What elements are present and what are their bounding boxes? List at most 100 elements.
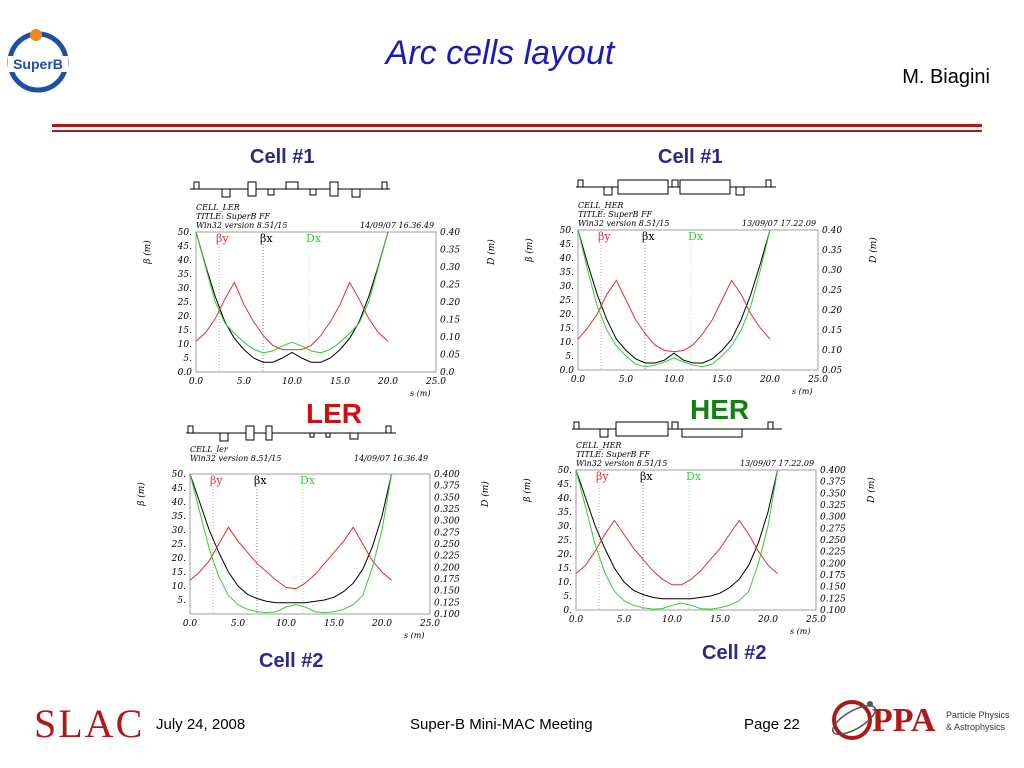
her-cell2-lattice <box>572 421 782 438</box>
x-axis-label: s (m) <box>410 389 430 398</box>
series-line-beta-x <box>189 473 393 604</box>
y2-tick-label: 0.30 <box>440 263 460 273</box>
y2-tick-label: 0.100 <box>820 606 846 616</box>
y-tick-label: 40. <box>177 256 192 266</box>
slide-title: Arc cells layout <box>385 34 615 72</box>
y-tick-label: 50. <box>558 466 572 476</box>
y2-tick-label: 0.35 <box>822 246 842 256</box>
y2-tick-label: 0.250 <box>434 540 460 550</box>
y2-axis-label: D (m) <box>866 477 877 504</box>
y-tick-label: 35. <box>172 512 186 522</box>
series-line-beta-x <box>575 469 779 600</box>
legend-item: βx <box>642 230 655 243</box>
y-tick-label: 35. <box>178 270 192 280</box>
y-tick-label: 20. <box>557 550 572 560</box>
y-tick-label: 15. <box>172 568 186 578</box>
y-tick-label: 10. <box>558 578 572 588</box>
y2-tick-label: 0.400 <box>434 470 460 480</box>
x-tick-label: 20.0 <box>377 377 398 387</box>
y-tick-label: 20. <box>559 310 574 320</box>
series-line-beta-y <box>195 281 389 351</box>
y2-axis-label: D (m) <box>486 239 497 266</box>
footer-page: Page 22 <box>744 716 800 733</box>
y2-tick-label: 0.125 <box>820 594 846 604</box>
chart-header-line: TITLE: SuperB FF <box>578 210 653 219</box>
chart-header-line: Win32 version 8.51/15 <box>578 219 669 228</box>
y-tick-label: 35. <box>558 508 572 518</box>
y2-tick-label: 0.300 <box>434 517 460 527</box>
y-tick-label: 0. <box>563 606 572 616</box>
footer-date: July 24, 2008 <box>156 716 246 733</box>
x-tick-label: 5.0 <box>619 375 634 385</box>
y2-tick-label: 0.275 <box>820 524 846 534</box>
y-tick-label: 30. <box>178 284 192 294</box>
x-tick-label: 5.0 <box>617 615 632 625</box>
y2-tick-label: 0.275 <box>434 528 460 538</box>
x-tick-label: 0.0 <box>183 619 198 629</box>
y-tick-label: 5. <box>563 592 572 602</box>
ler-cell2-title: Cell #2 <box>259 650 324 672</box>
y-tick-label: 35. <box>560 268 574 278</box>
ler-label: LER <box>306 398 362 429</box>
legend-item: βx <box>640 470 653 483</box>
x-tick-label: 0.0 <box>569 615 584 625</box>
y-tick-label: 25. <box>559 296 574 306</box>
x-tick-label: 15.0 <box>324 619 344 629</box>
y2-tick-label: 0.250 <box>820 536 846 546</box>
legend-item: βy <box>598 230 611 243</box>
y-tick-label: 25. <box>171 540 186 550</box>
y-tick-label: 5. <box>177 596 186 606</box>
series-line-dispersion <box>195 231 389 354</box>
y2-tick-label: 0.05 <box>440 351 460 361</box>
y-tick-label: 40. <box>557 494 572 504</box>
plot-frame <box>575 469 817 611</box>
y2-tick-label: 0.100 <box>434 610 460 620</box>
chart-header-line: CELL_ler <box>190 445 229 454</box>
plot-frame <box>189 473 431 615</box>
ler-cell1-title: Cell #1 <box>250 146 315 168</box>
y-tick-label: 50. <box>172 470 186 480</box>
legend-item: βy <box>210 474 223 487</box>
ppa-text: PPA <box>872 702 936 739</box>
y-tick-label: 25. <box>177 298 192 308</box>
series-line-dispersion <box>189 473 393 614</box>
x-tick-label: 5.0 <box>237 377 252 387</box>
y-tick-label: 50. <box>178 228 192 238</box>
chart-header-line: Win32 version 8.51/15 <box>190 454 281 463</box>
y-tick-label: 5. <box>565 352 574 362</box>
y2-tick-label: 0.30 <box>822 266 842 276</box>
y-tick-label: 10. <box>178 340 192 350</box>
superb-logo: SuperB <box>6 26 70 98</box>
y2-tick-label: 0.20 <box>440 298 460 308</box>
series-line-beta-y <box>575 519 778 586</box>
legend-item: Dx <box>300 474 316 487</box>
y2-tick-label: 0.225 <box>434 552 460 562</box>
chart-header-line: TITLE: SuperB FF <box>576 450 651 459</box>
y-axis-label: β (m) <box>524 238 535 263</box>
footer-meeting: Super-B Mini-MAC Meeting <box>410 716 593 733</box>
x-tick-label: 25.0 <box>805 615 826 625</box>
y2-tick-label: 0.15 <box>440 316 460 326</box>
series-line-beta-y <box>189 526 392 590</box>
her-label: HER <box>690 394 750 425</box>
ler-cell1-lattice <box>190 181 390 198</box>
y2-tick-label: 0.325 <box>434 505 460 515</box>
chart-header-line: Win32 version 8.51/15 <box>196 221 287 230</box>
y-tick-label: 40. <box>559 254 574 264</box>
chart-date: 14/09/07 16.36.49 <box>354 454 428 463</box>
y2-tick-label: 0.10 <box>440 333 460 343</box>
y-axis-label: β (m) <box>136 482 147 507</box>
y-tick-label: 20. <box>171 554 186 564</box>
y-tick-label: 0.0 <box>178 368 193 378</box>
ler-cell2-lattice <box>186 425 396 442</box>
y-tick-label: 45. <box>177 242 192 252</box>
y-tick-label: 15. <box>558 564 572 574</box>
x-tick-label: 20.0 <box>759 375 780 385</box>
title-divider <box>52 124 982 127</box>
y2-tick-label: 0.0 <box>440 368 455 378</box>
logo-text: SuperB <box>13 56 63 72</box>
y2-tick-label: 0.300 <box>820 513 846 523</box>
y-tick-label: 45. <box>559 240 574 250</box>
